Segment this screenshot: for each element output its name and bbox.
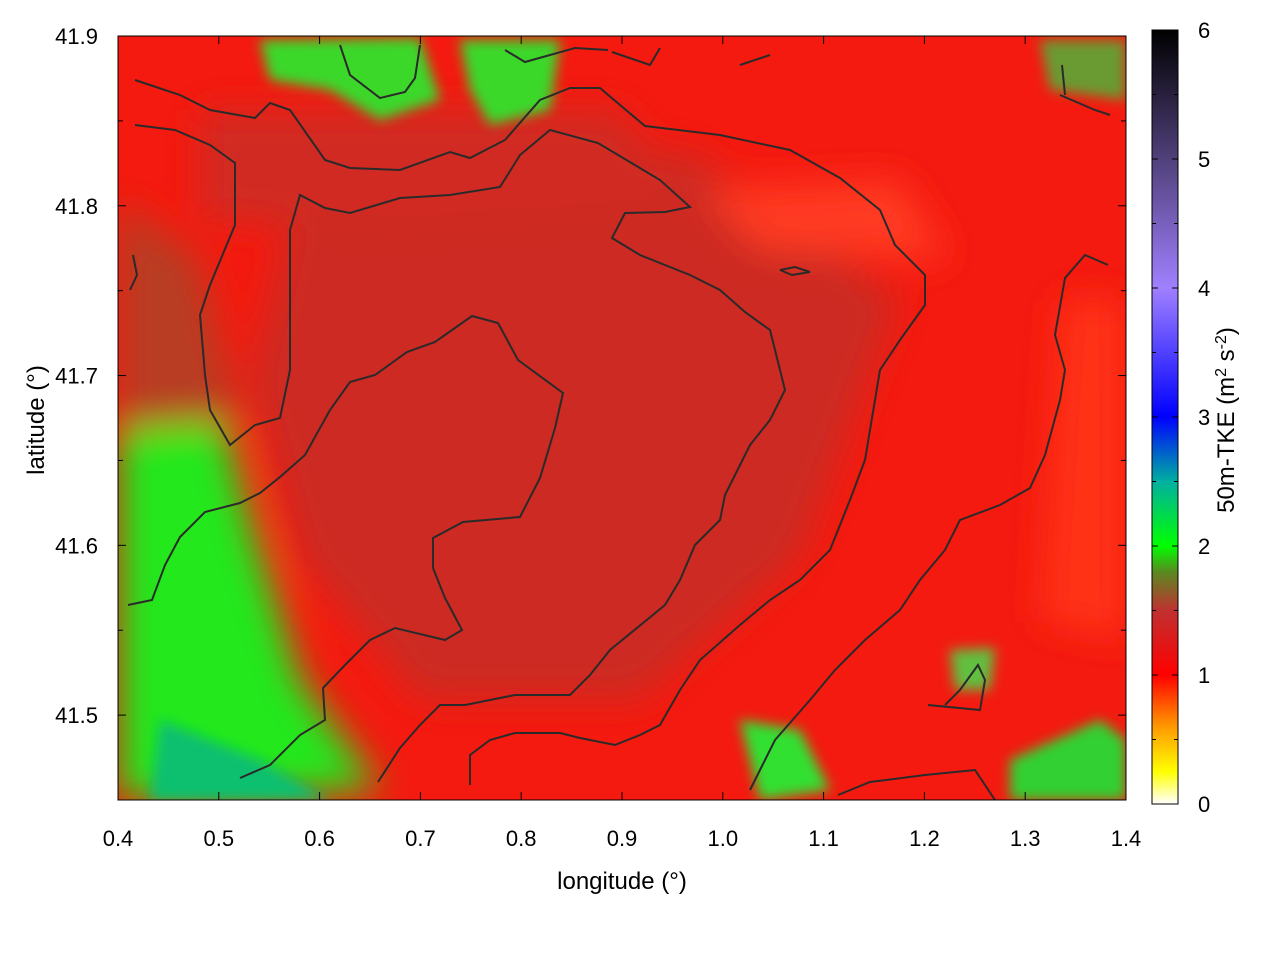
- y-tick-label: 41.8: [55, 194, 98, 219]
- x-tick-label: 0.9: [607, 826, 638, 851]
- contour-small-loop: [779, 265, 811, 277]
- colorbar: 0 1 2 3 4 5 6 50m-TKE (m2 s-2): [1151, 18, 1241, 817]
- heatmap-core-region: [250, 150, 900, 700]
- colorbar-tick-label: 3: [1198, 405, 1210, 430]
- x-axis: 0.4 0.5 0.6 0.7 0.8 0.9 1.0 1.1 1.2 1.3 1.4: [103, 36, 1142, 851]
- contour-southeast: [837, 768, 996, 800]
- contour-lines: [127, 44, 1111, 800]
- contour-north-top-1: [339, 44, 421, 100]
- contour-east-loop: [927, 663, 987, 712]
- contour-east: [749, 253, 1109, 791]
- y-tick-label: 41.6: [55, 533, 98, 558]
- colorbar-tick-label: 0: [1198, 792, 1210, 817]
- y-tick-label: 41.5: [55, 703, 98, 728]
- heatmap-east-green-patch: [950, 648, 995, 690]
- contour-north-top-4: [739, 54, 771, 66]
- y-axis-title: latitude (°): [23, 365, 50, 475]
- x-tick-label: 0.5: [204, 826, 235, 851]
- colorbar-tick-label: 4: [1198, 276, 1210, 301]
- colorbar-ticks: 0 1 2 3 4 5 6: [1152, 18, 1210, 817]
- y-tick-label: 41.7: [55, 364, 98, 389]
- heatmap-northeast-light: [700, 180, 950, 260]
- x-tick-label: 0.8: [506, 826, 537, 851]
- heatmap-north-region: [200, 110, 700, 230]
- contour-west-stub: [129, 254, 139, 291]
- x-tick-label: 1.2: [909, 826, 940, 851]
- heatmap-north-green-patches-2: [460, 40, 560, 125]
- heatmap-north-green-patches: [260, 38, 440, 120]
- contour-northeast-2: [1061, 64, 1066, 96]
- heatmap-field: [118, 36, 1126, 800]
- colorbar-tick-label: 6: [1198, 18, 1210, 43]
- contour-northeast: [1059, 94, 1111, 116]
- x-tick-label: 1.1: [808, 826, 839, 851]
- heatmap-west-transition: [118, 200, 240, 430]
- heatmap-sw-blue-patch: [150, 720, 330, 800]
- x-tick-label: 1.0: [708, 826, 739, 851]
- x-axis-title: longitude (°): [557, 868, 687, 895]
- contour-inner-west: [134, 124, 787, 783]
- x-tick-label: 0.6: [304, 826, 335, 851]
- x-tick-label: 1.3: [1010, 826, 1041, 851]
- y-axis: 41.5 41.6 41.7 41.8 41.9: [55, 24, 1126, 728]
- heatmap-west-green-band: [118, 320, 380, 800]
- y-tick-label: 41.9: [55, 24, 98, 49]
- heatmap-ne-green-patch: [1040, 40, 1126, 100]
- contour-north-top-3: [611, 47, 661, 67]
- x-tick-label: 0.7: [405, 826, 436, 851]
- x-tick-label: 0.4: [103, 826, 134, 851]
- colorbar-tick-label: 5: [1198, 147, 1210, 172]
- heatmap-se-green-patch: [1010, 720, 1126, 800]
- colorbar-tick-label: 2: [1198, 534, 1210, 559]
- contour-outer-west: [134, 79, 926, 785]
- colorbar-title: 50m-TKE (m2 s-2): [1213, 327, 1241, 513]
- x-tick-label: 1.4: [1111, 826, 1142, 851]
- contour-north-top-2: [504, 46, 609, 64]
- colorbar-tick-label: 1: [1198, 663, 1210, 688]
- heatmap-south-green-patch: [740, 720, 830, 800]
- contour-central: [127, 314, 565, 779]
